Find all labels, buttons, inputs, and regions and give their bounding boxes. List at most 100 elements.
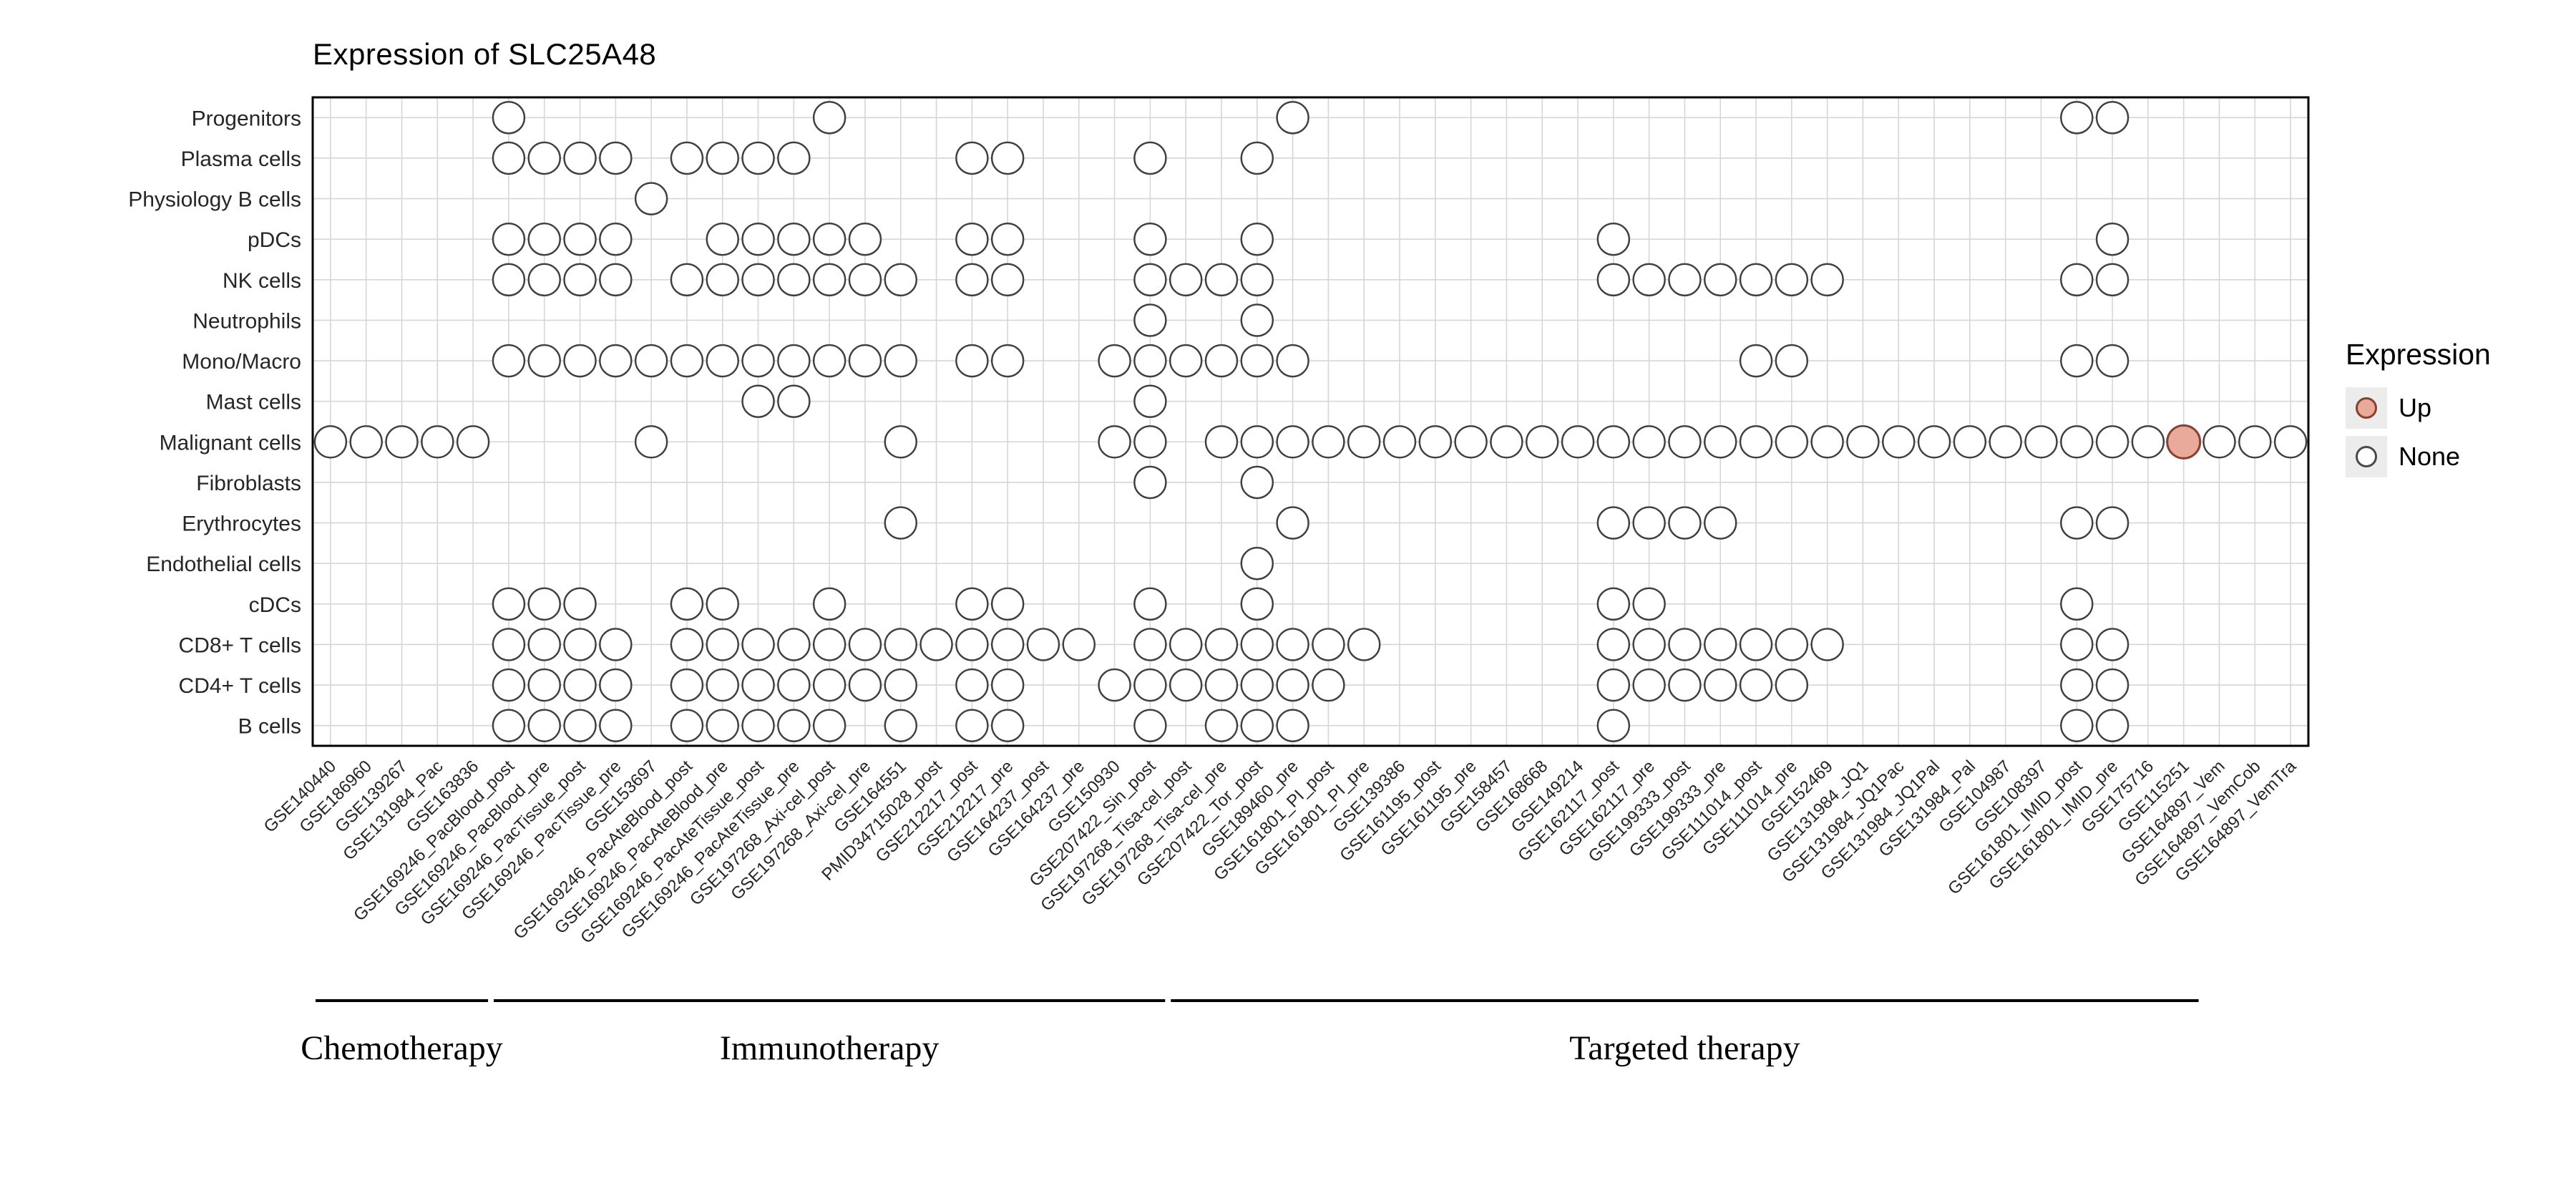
expression-dot-none <box>955 344 989 378</box>
expression-dot-none <box>670 587 704 621</box>
expression-dot-none <box>563 628 597 661</box>
expression-dot-none <box>1739 628 1773 661</box>
expression-dot-none <box>990 222 1025 256</box>
y-axis-label: Mono/Macro <box>182 350 301 374</box>
expression-dot-none <box>1596 506 1631 540</box>
expression-dot-none <box>777 709 811 742</box>
expression-dot-none <box>563 222 597 256</box>
expression-dot-none <box>1098 425 1131 459</box>
expression-dot-none <box>706 587 739 621</box>
legend-label-none: None <box>2399 442 2461 471</box>
expression-dot-none <box>2095 709 2129 742</box>
expression-dot-none <box>563 141 597 175</box>
expression-dot-none <box>1169 263 1203 297</box>
expression-dot-none <box>1846 425 1880 459</box>
legend-key-none <box>2346 436 2387 477</box>
expression-dot-none <box>1312 628 1345 661</box>
expression-dot-none <box>670 709 704 742</box>
expression-dot-none <box>1276 425 1309 459</box>
expression-dot-none <box>670 668 704 702</box>
expression-dot-none <box>812 344 847 378</box>
expression-dot-none <box>599 141 633 175</box>
expression-dot-none <box>777 384 811 418</box>
expression-dot-none <box>1668 425 1702 459</box>
expression-dot-none <box>955 709 989 742</box>
y-axis-label: Neutrophils <box>192 309 301 333</box>
expression-dot-none <box>1240 425 1274 459</box>
expression-dot-none <box>1276 101 1309 135</box>
expression-dot-none <box>1204 628 1239 661</box>
expression-dot-none <box>1739 263 1773 297</box>
expression-dot-none <box>1775 668 1809 702</box>
expression-dot-none <box>1133 628 1167 661</box>
expression-dot-none <box>1561 425 1595 459</box>
expression-dot-none <box>2060 668 2094 702</box>
expression-dot-none <box>1596 263 1631 297</box>
expression-dot-none <box>1490 425 1523 459</box>
expression-dot-none <box>1810 425 1844 459</box>
expression-dot-none <box>1704 263 1737 297</box>
up-dot-icon <box>2356 397 2377 419</box>
expression-dot-none <box>1632 668 1666 702</box>
expression-dot-none <box>1668 628 1702 661</box>
expression-dot-none <box>2060 263 2094 297</box>
expression-dot-none <box>1240 709 1274 742</box>
y-axis-label: pDCs <box>248 228 301 252</box>
expression-dot-none <box>2060 506 2094 540</box>
expression-dot-none <box>777 344 811 378</box>
expression-dot-none <box>1775 425 1809 459</box>
expression-dot-none <box>1133 303 1167 337</box>
legend-item-up: Up <box>2346 387 2491 429</box>
expression-dot-none <box>1596 668 1631 702</box>
expression-dot-none <box>1632 587 1666 621</box>
expression-dot-none <box>492 141 526 175</box>
expression-dot-none <box>599 344 633 378</box>
expression-dot-none <box>706 344 739 378</box>
expression-dot-none <box>527 668 561 702</box>
expression-dot-none <box>848 668 882 702</box>
expression-dot-none <box>741 344 775 378</box>
legend-title: Expression <box>2346 338 2491 371</box>
expression-dot-none <box>1169 344 1203 378</box>
expression-dot-none <box>349 425 383 459</box>
expression-dot-none <box>1204 709 1239 742</box>
y-axis-label: Plasma cells <box>181 147 301 171</box>
expression-dot-none <box>2095 101 2129 135</box>
group-label: Chemotherapy <box>301 1029 503 1067</box>
expression-dot-none <box>492 263 526 297</box>
expression-dot-none <box>2060 587 2094 621</box>
expression-dot-none <box>1775 263 1809 297</box>
expression-dot-none <box>1204 344 1239 378</box>
expression-dot-none <box>563 668 597 702</box>
expression-dot-none <box>1240 465 1274 500</box>
expression-dot-none <box>1240 546 1274 580</box>
expression-dot-none <box>955 587 989 621</box>
expression-dot-none <box>1454 425 1488 459</box>
expression-dot-none <box>2273 425 2308 459</box>
expression-dot-none <box>1240 263 1274 297</box>
expression-dot-none <box>990 141 1025 175</box>
expression-dot-none <box>599 668 633 702</box>
expression-dot-none <box>563 344 597 378</box>
expression-dot-none <box>990 263 1025 297</box>
expression-dot-none <box>1312 425 1345 459</box>
expression-dot-none <box>1276 709 1309 742</box>
expression-dot-none <box>706 668 739 702</box>
expression-dot-none <box>1917 425 1951 459</box>
expression-dot-none <box>1668 668 1702 702</box>
expression-dot-none <box>2095 628 2129 661</box>
expression-dot-none <box>1953 425 1987 459</box>
expression-dot-none <box>1632 263 1666 297</box>
legend-item-none: None <box>2346 436 2491 477</box>
expression-dot-none <box>812 709 847 742</box>
expression-dot-none <box>1739 425 1773 459</box>
expression-dot-none <box>777 668 811 702</box>
expression-dot-none <box>1810 263 1844 297</box>
legend-key-up <box>2346 387 2387 429</box>
y-axis-label: cDCs <box>249 593 301 617</box>
expression-dot-none <box>1704 425 1737 459</box>
expression-dot-none <box>527 587 561 621</box>
expression-dot-none <box>1596 709 1631 742</box>
expression-dot-none <box>1240 668 1274 702</box>
